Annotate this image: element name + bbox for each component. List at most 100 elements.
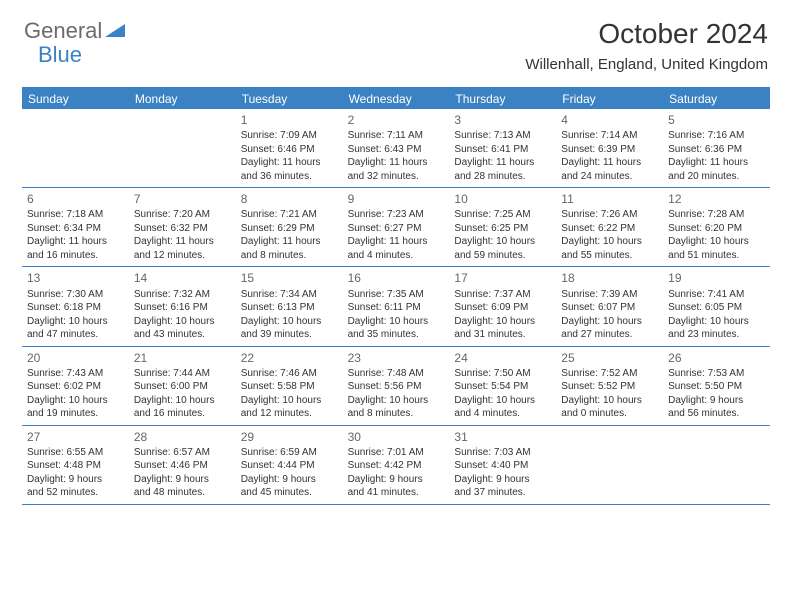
day-cell: 20Sunrise: 7:43 AMSunset: 6:02 PMDayligh… — [22, 347, 129, 425]
day-detail: Daylight: 11 hours — [348, 156, 445, 170]
day-detail: Sunrise: 7:28 AM — [668, 208, 765, 222]
day-detail: and 0 minutes. — [561, 407, 658, 421]
day-detail: Sunrise: 7:34 AM — [241, 288, 338, 302]
day-detail: and 48 minutes. — [134, 486, 231, 500]
day-detail: Sunrise: 7:25 AM — [454, 208, 551, 222]
day-detail: Daylight: 9 hours — [668, 394, 765, 408]
day-cell — [22, 109, 129, 187]
day-cell: 4Sunrise: 7:14 AMSunset: 6:39 PMDaylight… — [556, 109, 663, 187]
day-detail: Daylight: 10 hours — [348, 394, 445, 408]
day-number: 1 — [241, 112, 338, 128]
day-detail: Sunrise: 7:53 AM — [668, 367, 765, 381]
logo-text-accent: Blue — [38, 42, 82, 67]
day-number: 27 — [27, 429, 124, 445]
day-detail: and 24 minutes. — [561, 170, 658, 184]
day-detail: and 39 minutes. — [241, 328, 338, 342]
day-detail: Sunset: 5:52 PM — [561, 380, 658, 394]
day-number: 13 — [27, 270, 124, 286]
day-detail: and 12 minutes. — [134, 249, 231, 263]
day-number: 28 — [134, 429, 231, 445]
logo-sub: Blue — [38, 42, 82, 68]
day-header: Wednesday — [343, 89, 450, 109]
day-number: 18 — [561, 270, 658, 286]
day-cell — [129, 109, 236, 187]
day-detail: Daylight: 10 hours — [134, 394, 231, 408]
day-detail: Sunrise: 7:41 AM — [668, 288, 765, 302]
day-header: Monday — [129, 89, 236, 109]
day-detail: Daylight: 11 hours — [454, 156, 551, 170]
day-detail: and 43 minutes. — [134, 328, 231, 342]
day-number: 7 — [134, 191, 231, 207]
day-detail: Daylight: 11 hours — [561, 156, 658, 170]
day-detail: Sunrise: 7:35 AM — [348, 288, 445, 302]
day-detail: Daylight: 9 hours — [27, 473, 124, 487]
day-detail: Daylight: 9 hours — [241, 473, 338, 487]
day-detail: and 23 minutes. — [668, 328, 765, 342]
week-row: 13Sunrise: 7:30 AMSunset: 6:18 PMDayligh… — [22, 267, 770, 346]
day-detail: Sunset: 6:41 PM — [454, 143, 551, 157]
day-detail: Daylight: 11 hours — [348, 235, 445, 249]
day-header: Thursday — [449, 89, 556, 109]
day-number: 8 — [241, 191, 338, 207]
day-cell: 29Sunrise: 6:59 AMSunset: 4:44 PMDayligh… — [236, 426, 343, 504]
day-detail: Daylight: 11 hours — [241, 156, 338, 170]
day-cell: 2Sunrise: 7:11 AMSunset: 6:43 PMDaylight… — [343, 109, 450, 187]
day-cell: 23Sunrise: 7:48 AMSunset: 5:56 PMDayligh… — [343, 347, 450, 425]
day-cell: 16Sunrise: 7:35 AMSunset: 6:11 PMDayligh… — [343, 267, 450, 345]
day-header: Saturday — [663, 89, 770, 109]
day-detail: Sunrise: 7:32 AM — [134, 288, 231, 302]
day-detail: and 55 minutes. — [561, 249, 658, 263]
day-detail: and 16 minutes. — [27, 249, 124, 263]
week-row: 6Sunrise: 7:18 AMSunset: 6:34 PMDaylight… — [22, 188, 770, 267]
day-detail: Daylight: 11 hours — [668, 156, 765, 170]
day-detail: Daylight: 10 hours — [668, 315, 765, 329]
day-cell: 7Sunrise: 7:20 AMSunset: 6:32 PMDaylight… — [129, 188, 236, 266]
day-detail: and 51 minutes. — [668, 249, 765, 263]
day-detail: and 52 minutes. — [27, 486, 124, 500]
day-detail: Sunrise: 6:59 AM — [241, 446, 338, 460]
day-detail: Sunset: 6:11 PM — [348, 301, 445, 315]
day-detail: and 36 minutes. — [241, 170, 338, 184]
day-detail: and 12 minutes. — [241, 407, 338, 421]
day-detail: Sunset: 5:56 PM — [348, 380, 445, 394]
day-detail: Daylight: 10 hours — [241, 394, 338, 408]
day-cell: 24Sunrise: 7:50 AMSunset: 5:54 PMDayligh… — [449, 347, 556, 425]
day-detail: Sunrise: 7:48 AM — [348, 367, 445, 381]
day-detail: and 45 minutes. — [241, 486, 338, 500]
day-detail: Sunset: 5:54 PM — [454, 380, 551, 394]
day-detail: Daylight: 10 hours — [134, 315, 231, 329]
day-detail: Sunrise: 7:20 AM — [134, 208, 231, 222]
day-detail: Daylight: 10 hours — [454, 235, 551, 249]
day-detail: Sunset: 6:13 PM — [241, 301, 338, 315]
day-number: 2 — [348, 112, 445, 128]
day-detail: Sunset: 6:27 PM — [348, 222, 445, 236]
day-cell: 8Sunrise: 7:21 AMSunset: 6:29 PMDaylight… — [236, 188, 343, 266]
day-detail: and 16 minutes. — [134, 407, 231, 421]
month-title: October 2024 — [525, 18, 768, 50]
day-header-row: SundayMondayTuesdayWednesdayThursdayFrid… — [22, 89, 770, 109]
day-number: 19 — [668, 270, 765, 286]
location: Willenhall, England, United Kingdom — [525, 56, 768, 73]
day-detail: Sunset: 4:42 PM — [348, 459, 445, 473]
day-number: 3 — [454, 112, 551, 128]
day-detail: Sunrise: 7:01 AM — [348, 446, 445, 460]
logo: General — [24, 18, 127, 44]
day-number: 26 — [668, 350, 765, 366]
day-cell: 15Sunrise: 7:34 AMSunset: 6:13 PMDayligh… — [236, 267, 343, 345]
day-detail: Daylight: 10 hours — [454, 394, 551, 408]
day-detail: Daylight: 10 hours — [241, 315, 338, 329]
week-row: 1Sunrise: 7:09 AMSunset: 6:46 PMDaylight… — [22, 109, 770, 188]
day-number: 10 — [454, 191, 551, 207]
day-detail: Daylight: 10 hours — [561, 394, 658, 408]
day-detail: Sunset: 6:34 PM — [27, 222, 124, 236]
day-detail: Sunset: 4:44 PM — [241, 459, 338, 473]
day-detail: Sunset: 6:25 PM — [454, 222, 551, 236]
day-number: 22 — [241, 350, 338, 366]
day-detail: and 56 minutes. — [668, 407, 765, 421]
day-cell: 21Sunrise: 7:44 AMSunset: 6:00 PMDayligh… — [129, 347, 236, 425]
day-detail: Sunrise: 7:39 AM — [561, 288, 658, 302]
day-detail: Sunrise: 7:03 AM — [454, 446, 551, 460]
day-header: Friday — [556, 89, 663, 109]
day-cell: 31Sunrise: 7:03 AMSunset: 4:40 PMDayligh… — [449, 426, 556, 504]
day-detail: Sunset: 6:07 PM — [561, 301, 658, 315]
